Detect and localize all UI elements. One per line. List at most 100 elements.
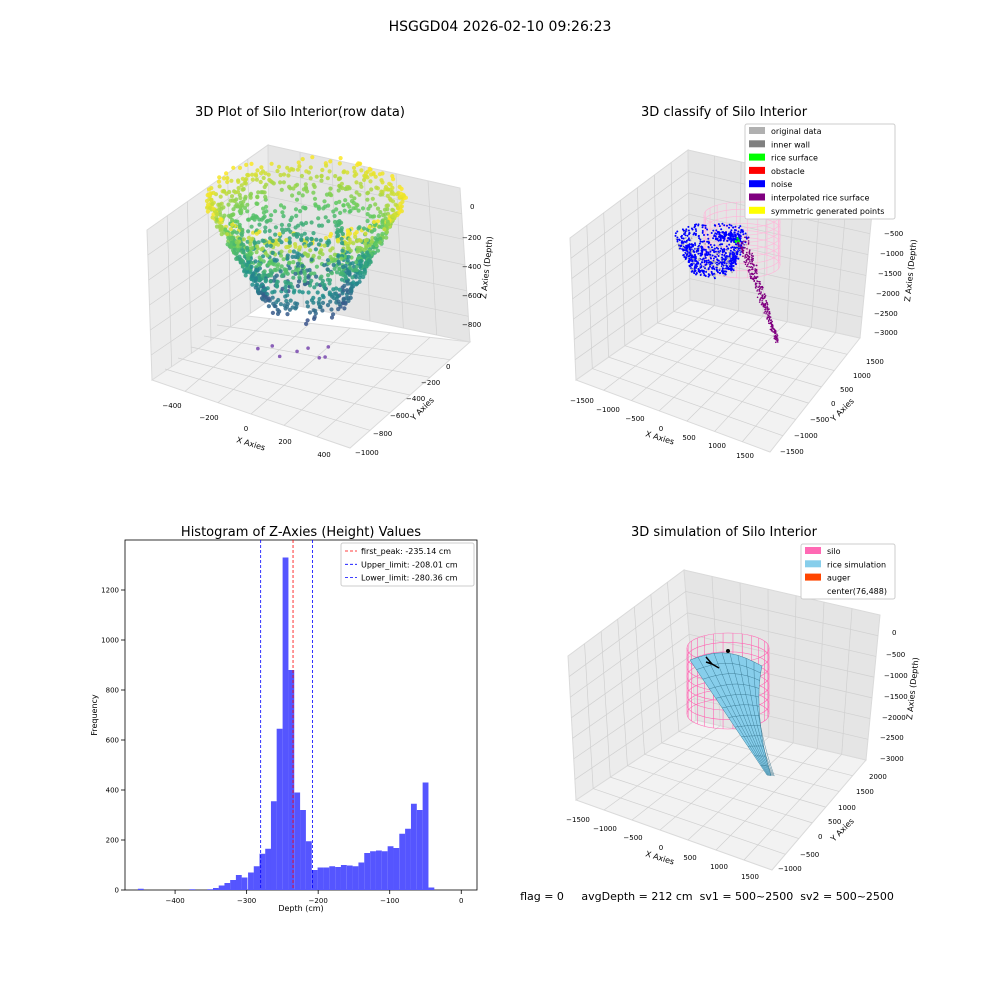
raw-ytick: −1000 [355,449,379,457]
data-point [369,187,374,192]
figure-title: HSGGD04 2026-02-10 09:26:23 [389,19,612,35]
data-point [690,268,693,271]
data-point [233,219,238,224]
data-point [684,231,687,234]
classify-ytick: 0 [831,400,835,408]
data-point [734,225,737,228]
data-point [345,170,350,175]
data-point [695,260,698,263]
gridline [689,633,875,678]
data-point [316,242,321,247]
data-point [333,174,338,179]
data-point [368,172,374,177]
data-point [752,268,754,271]
data-point [715,252,718,255]
mesh-line [760,765,769,767]
data-point [380,189,385,195]
data-point [758,301,761,303]
gridline [620,200,626,346]
data-point [267,177,272,183]
data-point [269,213,274,218]
data-point [705,270,708,273]
data-point [295,349,299,354]
raw-ztick: −800 [462,321,481,329]
histogram-bar [253,866,260,890]
data-point [350,261,355,266]
y-tick-label: 600 [106,737,119,745]
data-point [733,259,736,262]
data-point [704,254,707,257]
data-point [290,193,295,198]
data-point [240,176,245,181]
histogram-bar [311,870,318,890]
data-point [381,213,386,218]
x-tick-label: −100 [380,897,399,905]
data-point [695,248,697,251]
data-point [297,289,302,294]
gridline [572,655,692,739]
gridline [667,582,680,732]
data-point [698,242,701,245]
data-point [240,230,245,235]
data-point [345,244,350,249]
data-point [358,181,363,186]
data-point [313,247,318,252]
data-point [346,298,351,303]
data-point [682,237,685,240]
legend-label: Upper_limit: -208.01 cm [361,560,458,569]
data-point [257,278,262,283]
data-point [327,240,332,245]
data-point [742,255,744,257]
simulation-ztick: −3000 [880,755,904,763]
simulation-ytick: 0 [818,833,822,841]
y-tick-label: 800 [106,687,119,695]
data-point [382,207,388,212]
gridline [603,305,715,391]
data-point [320,281,325,286]
data-point [322,243,327,248]
data-point [266,172,271,177]
data-point [204,198,210,204]
data-point [738,226,741,229]
data-point [730,264,733,267]
data-point [337,287,342,292]
data-point [367,224,372,229]
data-point [764,308,766,311]
data-point [224,171,229,176]
data-point [737,233,740,236]
histogram-bar [352,866,359,890]
classify-ytick: 1500 [866,358,884,366]
data-point [771,323,773,326]
data-point [716,237,719,240]
simulation-ytick: 1000 [838,804,856,812]
data-point [751,256,753,259]
x-tick-label: −300 [237,897,256,905]
data-point [254,250,259,255]
data-point [684,237,687,239]
histogram-bar [317,867,324,890]
data-point [256,346,260,351]
data-point [241,199,246,204]
gridline [150,273,270,356]
data-point [291,260,296,265]
data-point [695,230,698,232]
data-point [758,288,761,291]
data-point [720,247,723,250]
histogram-bar [375,850,382,890]
histogram-bar [329,866,336,890]
data-point [701,231,704,234]
data-point [227,189,232,195]
data-point [697,252,700,255]
legend-label: interpolated rice surface [771,194,869,203]
data-point [724,252,727,254]
data-point [270,310,275,315]
data-point [763,312,765,314]
data-point [357,161,362,166]
data-point [387,181,392,186]
gridline [714,326,812,432]
legend-swatch [749,166,765,174]
data-point [296,279,302,284]
data-point [317,355,322,360]
data-point [294,213,299,218]
data-point [709,250,712,253]
